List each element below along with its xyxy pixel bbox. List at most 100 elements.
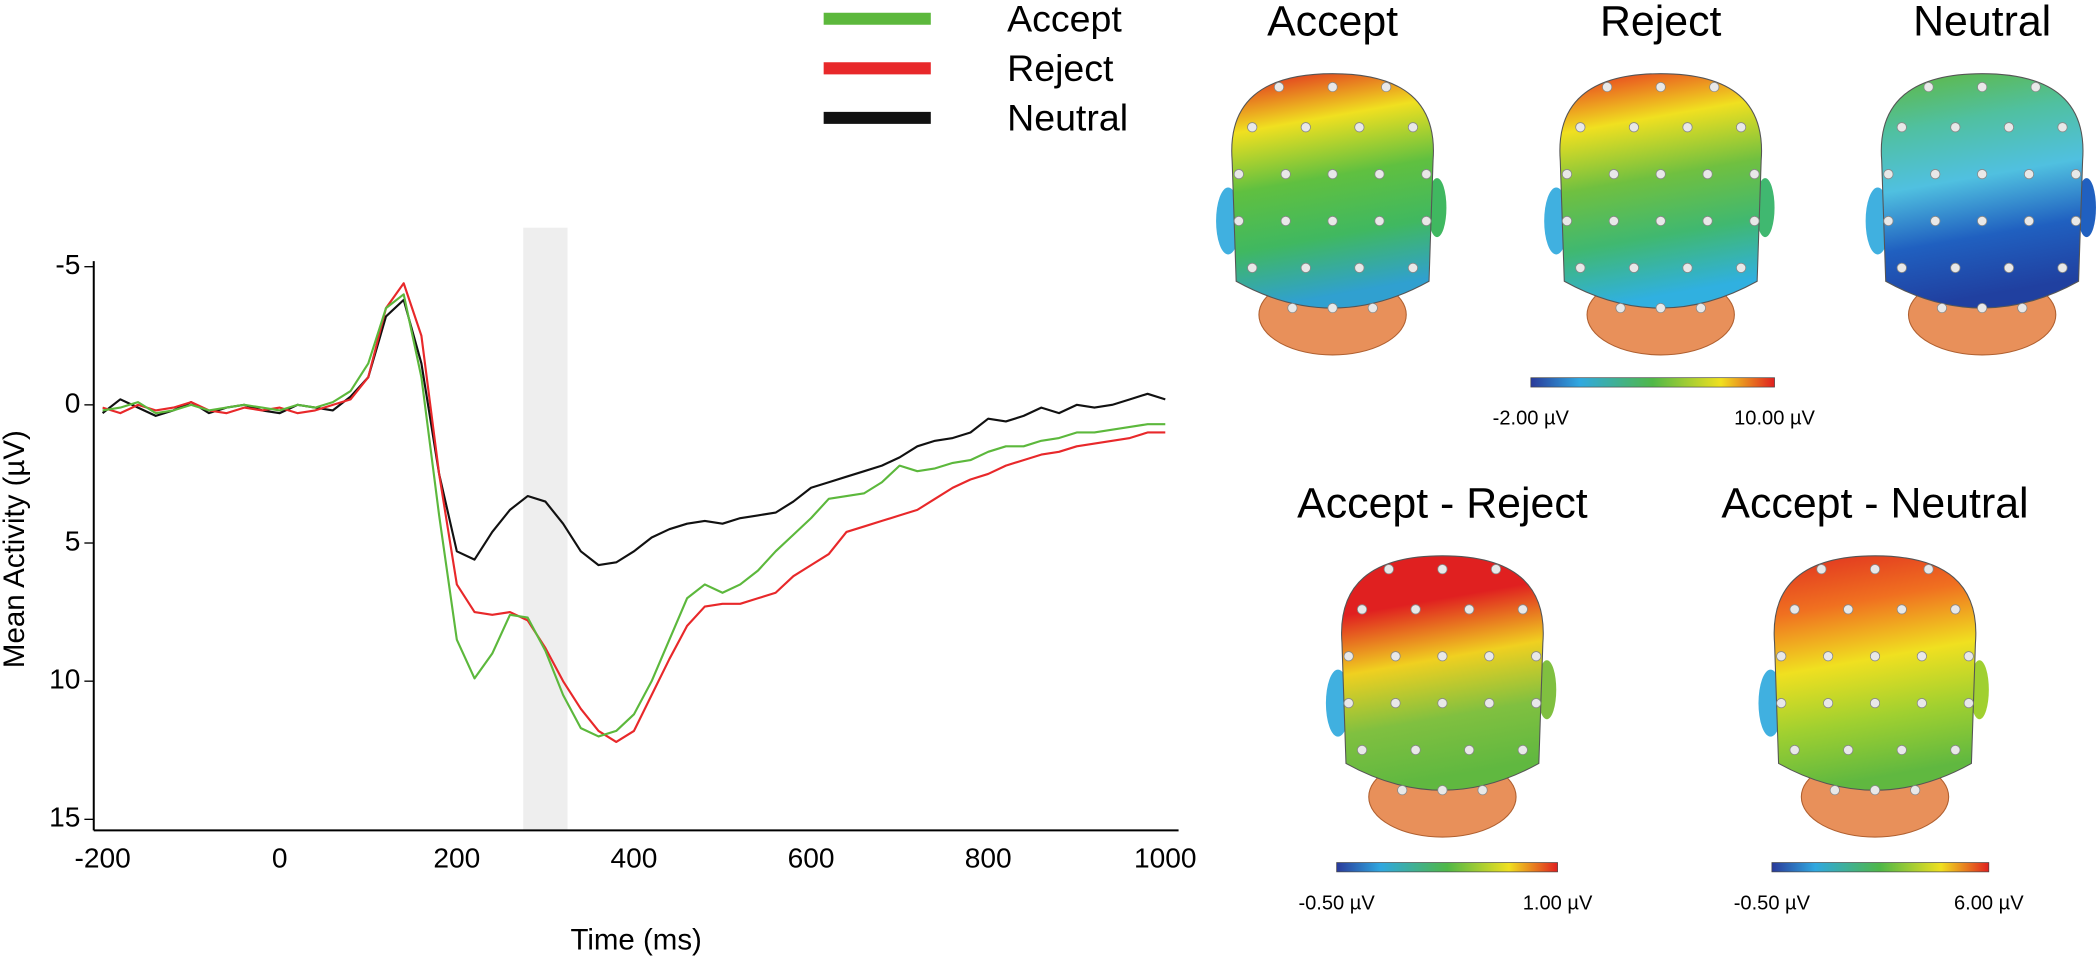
y-axis-title: Mean Activity (µV) bbox=[0, 430, 31, 668]
electrode bbox=[2030, 81, 2041, 93]
electrode bbox=[2070, 169, 2081, 180]
electrode bbox=[1963, 698, 1974, 709]
electrode bbox=[1923, 81, 1934, 93]
colorbar-max-label: 10.00 µV bbox=[1734, 408, 1815, 430]
topomap: Reject bbox=[1544, 0, 1775, 356]
electrode bbox=[1702, 169, 1713, 180]
electrode bbox=[1247, 122, 1258, 133]
electrode bbox=[1390, 698, 1401, 709]
electrode bbox=[1735, 122, 1747, 133]
electrode bbox=[1655, 169, 1666, 180]
electrode bbox=[1354, 122, 1365, 133]
data-line bbox=[102, 293, 1166, 738]
y-tick-label: 15 bbox=[49, 802, 80, 833]
legend-label: Reject bbox=[1007, 47, 1114, 89]
electrode bbox=[1916, 651, 1927, 662]
topomap: Neutral bbox=[1865, 0, 2096, 356]
electrode bbox=[1789, 744, 1800, 756]
electrode bbox=[1628, 122, 1640, 133]
electrode bbox=[1421, 169, 1432, 180]
electrode bbox=[1484, 651, 1495, 662]
electrode bbox=[1343, 651, 1354, 662]
electrode bbox=[1464, 604, 1475, 615]
scalp bbox=[1880, 73, 2084, 309]
electrode bbox=[1397, 785, 1408, 796]
topomap: Accept bbox=[1216, 0, 1447, 356]
electrode bbox=[1374, 215, 1385, 227]
electrode bbox=[1383, 564, 1394, 575]
colorbar-min-label: -0.50 µV bbox=[1298, 892, 1375, 914]
electrode bbox=[1356, 744, 1368, 756]
electrode bbox=[1437, 698, 1448, 709]
colorbar-min-label: -0.50 µV bbox=[1734, 892, 1811, 914]
electrode bbox=[1517, 744, 1528, 756]
electrode bbox=[1464, 744, 1475, 756]
electrode bbox=[1602, 81, 1613, 93]
electrode bbox=[1407, 122, 1419, 133]
y-tick-label: -5 bbox=[55, 249, 80, 280]
electrode bbox=[1327, 302, 1338, 314]
topomap-title: Neutral bbox=[1913, 0, 2051, 45]
x-tick-label: 800 bbox=[965, 842, 1012, 873]
electrode bbox=[1381, 81, 1392, 93]
electrode bbox=[1437, 651, 1448, 662]
electrode bbox=[1936, 302, 1948, 314]
topomap-title: Accept - Neutral bbox=[1721, 480, 2028, 528]
electrode bbox=[1869, 698, 1881, 709]
electrode bbox=[1682, 262, 1693, 273]
electrode bbox=[1816, 564, 1827, 575]
scalp bbox=[1231, 73, 1434, 309]
highlight-window bbox=[523, 227, 568, 831]
electrode bbox=[2017, 302, 2028, 314]
electrode bbox=[1735, 262, 1747, 273]
electrode bbox=[1977, 169, 1988, 180]
electrode bbox=[1843, 604, 1854, 615]
electrode bbox=[1517, 604, 1528, 615]
topomap-title: Accept - Reject bbox=[1297, 480, 1588, 528]
electrode bbox=[1655, 302, 1666, 314]
electrode bbox=[1300, 262, 1311, 273]
colorbar bbox=[1530, 377, 1775, 388]
electrode bbox=[1437, 785, 1448, 796]
electrode bbox=[2003, 122, 2015, 133]
electrode bbox=[2023, 169, 2035, 180]
electrode bbox=[1390, 651, 1401, 662]
electrode bbox=[1883, 215, 1894, 227]
electrode bbox=[1950, 604, 1961, 615]
electrode bbox=[1561, 169, 1573, 180]
electrode bbox=[1883, 169, 1894, 180]
electrode bbox=[1367, 302, 1378, 314]
x-tick-label: 1000 bbox=[1134, 842, 1197, 873]
electrode bbox=[1789, 604, 1800, 615]
electrode bbox=[1963, 651, 1974, 662]
electrode bbox=[1343, 698, 1354, 709]
electrode bbox=[1437, 564, 1448, 575]
electrode bbox=[1531, 651, 1542, 662]
electrode bbox=[1490, 564, 1502, 575]
electrode bbox=[1300, 122, 1311, 133]
electrode bbox=[1869, 564, 1881, 575]
data-line bbox=[102, 282, 1166, 744]
electrode bbox=[1233, 169, 1244, 180]
scalp bbox=[1341, 555, 1544, 791]
electrode bbox=[1749, 169, 1760, 180]
electrode bbox=[1823, 698, 1834, 709]
electrode bbox=[1682, 122, 1693, 133]
electrode bbox=[1950, 122, 1961, 133]
x-axis-title: Time (ms) bbox=[570, 923, 701, 956]
electrode bbox=[2023, 215, 2035, 227]
electrode bbox=[1410, 744, 1421, 756]
electrode bbox=[1655, 81, 1666, 93]
electrode bbox=[1354, 262, 1365, 273]
electrode bbox=[1749, 215, 1760, 227]
electrode bbox=[1327, 81, 1338, 93]
electrode bbox=[1655, 215, 1666, 227]
electrode bbox=[1608, 169, 1619, 180]
colorbar bbox=[1336, 862, 1558, 873]
electrode bbox=[1950, 744, 1961, 756]
electrode bbox=[1477, 785, 1488, 796]
topomap-title: Accept bbox=[1267, 0, 1398, 45]
electrode bbox=[1776, 651, 1787, 662]
electrode bbox=[1916, 698, 1927, 709]
